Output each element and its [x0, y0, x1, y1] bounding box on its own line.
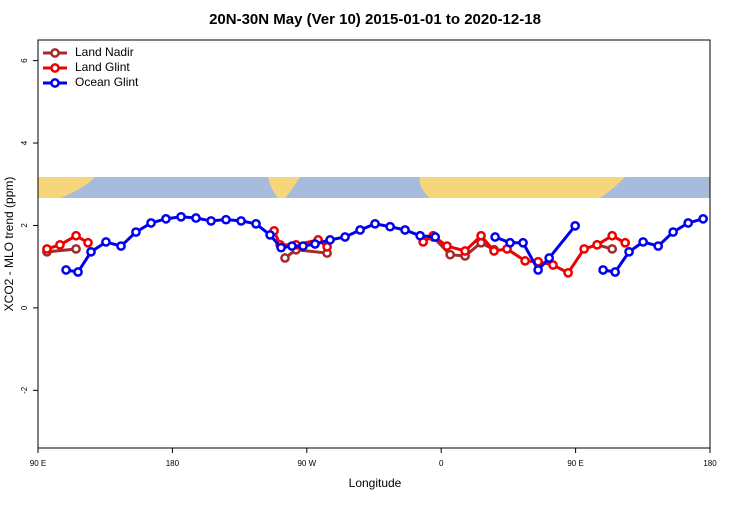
- data-point: [385, 221, 395, 232]
- data-point: [698, 214, 708, 224]
- data-point: [191, 213, 201, 223]
- data-point: [400, 225, 410, 235]
- data-point: [638, 237, 648, 247]
- data-point: [221, 214, 231, 225]
- data-point: [607, 230, 618, 241]
- y-axis-label: XCO2 - MLO trend (ppm): [2, 177, 16, 312]
- x-axis-label: Longitude: [349, 476, 402, 490]
- data-point: [533, 265, 543, 275]
- legend-label: Land Glint: [75, 60, 130, 74]
- y-tick-label: 6: [20, 58, 29, 63]
- legend-label: Land Nadir: [75, 45, 134, 59]
- data-point: [340, 232, 350, 242]
- data-point: [131, 227, 141, 237]
- data-point: [206, 216, 216, 226]
- data-point: [610, 267, 621, 277]
- data-point: [607, 244, 618, 254]
- data-point: [355, 225, 365, 235]
- data-point: [176, 211, 186, 222]
- y-tick-label: 2: [20, 223, 29, 228]
- data-point: [592, 239, 602, 250]
- data-point: [570, 221, 581, 231]
- x-tick-label: 90 E: [567, 459, 583, 468]
- data-point: [310, 239, 320, 249]
- series-line: [65, 215, 704, 274]
- x-tick-label: 180: [166, 459, 180, 468]
- data-point: [370, 218, 380, 229]
- data-point: [265, 230, 275, 240]
- x-tick-label: 0: [439, 459, 444, 468]
- x-tick-label: 180: [703, 459, 717, 468]
- data-point: [520, 256, 530, 266]
- data-point: [236, 216, 246, 226]
- legend-marker: [50, 48, 60, 58]
- data-point: [71, 244, 81, 254]
- data-point: [415, 230, 425, 241]
- data-point: [668, 227, 678, 237]
- plot-frame: [37, 39, 711, 449]
- data-point: [287, 241, 297, 251]
- data-point: [476, 230, 486, 241]
- y-tick-label: -2: [20, 386, 29, 394]
- data-point: [518, 237, 528, 248]
- data-point: [490, 232, 500, 242]
- x-tick-label: 90 W: [297, 459, 316, 468]
- data-point: [445, 249, 456, 260]
- data-point: [298, 241, 308, 251]
- data-point: [489, 246, 499, 256]
- data-point: [161, 214, 171, 224]
- data-point: [146, 218, 156, 228]
- data-point: [548, 260, 558, 270]
- y-tick-label: 4: [20, 140, 29, 145]
- data-point: [73, 267, 83, 277]
- data-point: [505, 237, 515, 248]
- data-point: [442, 241, 452, 251]
- y-tick-label: 0: [20, 305, 29, 310]
- data-point: [86, 246, 96, 257]
- data-point: [624, 246, 634, 257]
- data-point: [563, 267, 573, 278]
- data-point: [460, 246, 470, 256]
- legend-marker: [50, 63, 60, 73]
- data-point: [579, 244, 589, 254]
- data-point: [55, 239, 65, 250]
- data-point: [683, 218, 694, 228]
- data-point: [280, 253, 290, 263]
- chart-title: 20N-30N May (Ver 10) 2015-01-01 to 2020-…: [209, 11, 541, 28]
- x-tick-label: 90 E: [30, 459, 46, 468]
- data-point: [620, 237, 631, 248]
- data-point: [251, 218, 261, 229]
- data-point: [325, 235, 335, 245]
- data-point: [71, 230, 81, 241]
- data-point: [83, 237, 93, 248]
- data-point: [430, 232, 441, 242]
- data-point: [42, 244, 52, 254]
- data-point: [598, 265, 608, 275]
- data-point: [653, 241, 664, 251]
- data-point: [61, 265, 71, 275]
- data-point: [544, 253, 555, 263]
- data-point: [276, 242, 286, 253]
- data-point: [116, 241, 126, 251]
- data-point: [101, 237, 111, 247]
- legend-marker: [50, 78, 60, 88]
- map-strip: [38, 177, 710, 198]
- legend-label: Ocean Glint: [75, 75, 139, 89]
